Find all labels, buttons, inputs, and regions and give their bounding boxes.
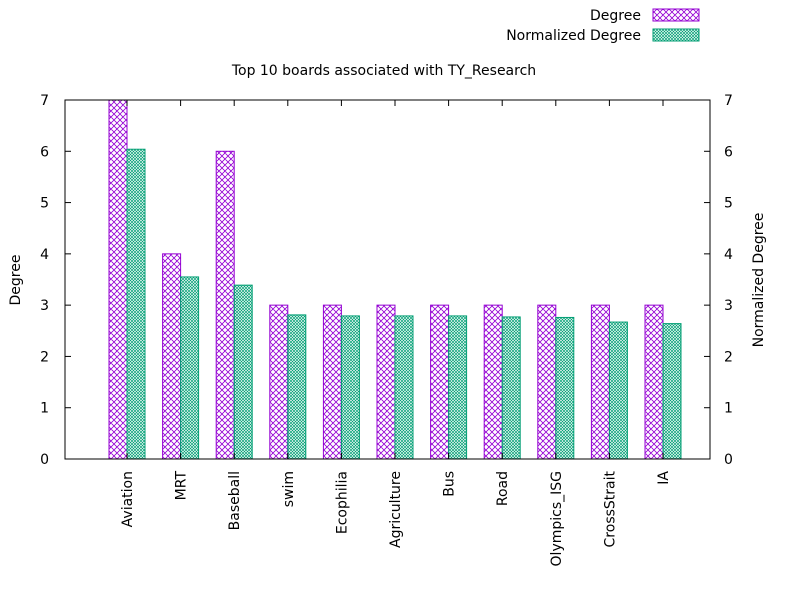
bar-normalized-degree-aviation xyxy=(126,148,146,460)
y2-axis-label: Normalized Degree xyxy=(751,213,767,348)
bars xyxy=(108,99,682,460)
x-tick-label: Agriculture xyxy=(388,471,404,548)
bar-normalized-degree-agriculture xyxy=(394,315,414,460)
x-tick-label: Aviation xyxy=(120,471,136,527)
y2-tick-label: 4 xyxy=(724,247,733,263)
plot-frame xyxy=(64,99,711,460)
bar-degree-road xyxy=(483,304,503,460)
chart-title: Top 10 boards associated with TY_Researc… xyxy=(231,63,536,79)
bar-normalized-degree-bus xyxy=(448,315,468,460)
ticks: Aviation MRT Baseball swim Ecophilia Agricult… xyxy=(40,93,733,566)
bar-degree-swim xyxy=(269,304,289,460)
bar-degree-ecophilia xyxy=(322,304,342,460)
legend-swatch-normalized-degree xyxy=(652,28,700,42)
y2-tick-label: 3 xyxy=(724,298,733,314)
x-tick-label: Baseball xyxy=(227,471,243,530)
bar-degree-agriculture xyxy=(376,304,396,460)
legend-label-degree: Degree xyxy=(590,8,641,24)
y2-tick-label: 1 xyxy=(724,401,733,417)
y2-tick-label: 0 xyxy=(724,452,733,468)
x-tick-label: Olympics_ISG xyxy=(549,471,565,566)
bar-normalized-degree-mrt xyxy=(180,276,200,460)
x-tick-label: MRT xyxy=(174,471,190,501)
bar-normalized-degree-swim xyxy=(287,314,307,460)
bar-normalized-degree-crossstrait xyxy=(608,321,628,460)
bar-degree-baseball xyxy=(215,150,235,460)
bar-normalized-degree-road xyxy=(501,316,521,460)
legend-swatch-degree xyxy=(652,8,700,22)
legend: Degree Normalized Degree xyxy=(506,8,700,44)
bar-degree-ia xyxy=(644,304,664,460)
y-tick-label: 1 xyxy=(40,401,49,417)
y-tick-label: 7 xyxy=(40,93,49,109)
bar-degree-olympics_isg xyxy=(537,304,557,460)
y-tick-label: 2 xyxy=(40,349,49,365)
bar-degree-bus xyxy=(430,304,450,460)
y2-tick-label: 2 xyxy=(724,349,733,365)
x-tick-label: IA xyxy=(656,471,672,485)
y-tick-label: 5 xyxy=(40,196,49,212)
bar-degree-aviation xyxy=(108,99,128,460)
bar-normalized-degree-olympics_isg xyxy=(555,316,575,460)
bar-degree-crossstrait xyxy=(590,304,610,460)
x-tick-label: Bus xyxy=(442,471,458,497)
bar-normalized-degree-ecophilia xyxy=(340,315,360,460)
bar-degree-mrt xyxy=(162,253,182,460)
x-tick-label: Ecophilia xyxy=(334,471,350,534)
y2-tick-label: 7 xyxy=(724,93,733,109)
y-tick-label: 0 xyxy=(40,452,49,468)
y-tick-label: 4 xyxy=(40,247,49,263)
y-axis-label: Degree xyxy=(8,255,24,306)
bar-normalized-degree-baseball xyxy=(233,284,253,460)
y-tick-label: 6 xyxy=(40,144,49,160)
x-tick-label: Road xyxy=(495,471,511,506)
y2-tick-label: 5 xyxy=(724,196,733,212)
y2-tick-label: 6 xyxy=(724,144,733,160)
x-tick-label: swim xyxy=(281,471,297,507)
bar-normalized-degree-ia xyxy=(662,323,682,460)
y-tick-label: 3 xyxy=(40,298,49,314)
legend-label-normalized-degree: Normalized Degree xyxy=(506,28,641,44)
x-tick-label: CrossStrait xyxy=(602,470,618,547)
